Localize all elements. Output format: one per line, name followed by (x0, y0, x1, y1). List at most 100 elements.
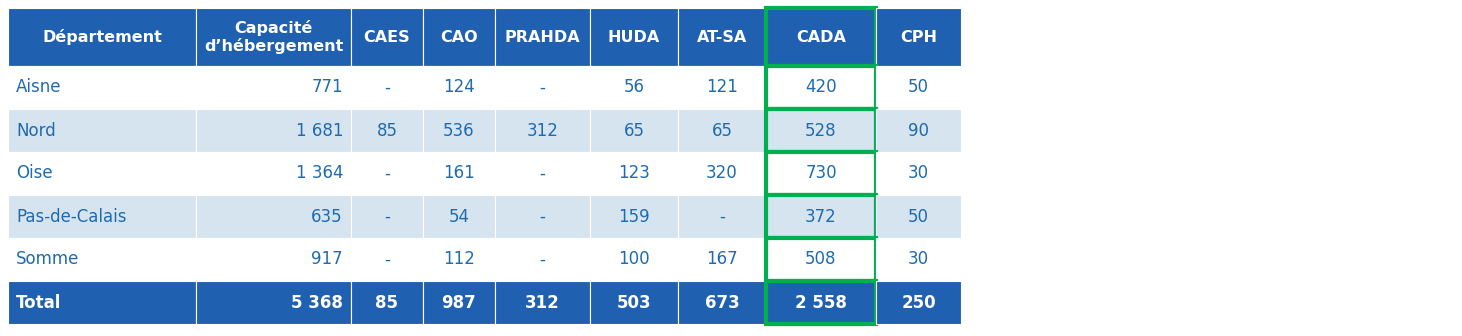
Bar (196, 238, 351, 281)
Text: 2 558: 2 558 (795, 294, 846, 311)
Text: Capacité
d’hébergement: Capacité d’hébergement (203, 20, 344, 54)
Text: 50: 50 (908, 79, 928, 96)
Bar (678, 8, 766, 66)
Bar (766, 152, 876, 195)
Bar (351, 152, 423, 195)
Text: 123: 123 (618, 165, 651, 182)
Text: 56: 56 (623, 79, 645, 96)
Bar (496, 109, 591, 152)
Text: Oise: Oise (16, 165, 53, 182)
Text: 528: 528 (806, 122, 836, 139)
Text: 161: 161 (443, 165, 475, 182)
Text: 503: 503 (617, 294, 651, 311)
Bar (423, 152, 496, 195)
Text: 730: 730 (806, 165, 836, 182)
Bar (678, 238, 766, 281)
Bar (7, 109, 196, 152)
Bar (7, 152, 196, 195)
Bar (766, 8, 876, 66)
Bar (591, 66, 678, 109)
Text: 121: 121 (706, 79, 738, 96)
Bar (766, 109, 876, 152)
Bar (766, 195, 876, 238)
Bar (766, 66, 876, 109)
Text: -: - (539, 251, 545, 268)
Text: Nord: Nord (16, 122, 56, 139)
Bar (678, 281, 766, 324)
Bar (678, 109, 766, 152)
Bar (876, 152, 961, 195)
Bar (196, 195, 351, 238)
Bar (196, 152, 351, 195)
Bar (423, 8, 496, 66)
Text: 100: 100 (618, 251, 649, 268)
Bar (351, 281, 423, 324)
Bar (196, 66, 351, 109)
Bar (678, 152, 766, 195)
Bar (196, 109, 351, 152)
Text: 250: 250 (901, 294, 936, 311)
Bar (766, 281, 876, 324)
Bar (591, 281, 678, 324)
Text: CAES: CAES (364, 30, 411, 44)
Text: 536: 536 (443, 122, 475, 139)
Text: 159: 159 (618, 208, 649, 225)
Text: 1 364: 1 364 (295, 165, 344, 182)
Bar (351, 66, 423, 109)
Text: -: - (539, 165, 545, 182)
Text: Aisne: Aisne (16, 79, 61, 96)
Bar (7, 281, 196, 324)
Bar (423, 195, 496, 238)
Bar (351, 109, 423, 152)
Bar (496, 66, 591, 109)
Bar (7, 8, 196, 66)
Bar (7, 195, 196, 238)
Bar (876, 8, 961, 66)
Text: -: - (385, 165, 390, 182)
Text: 30: 30 (908, 251, 928, 268)
Text: 65: 65 (712, 122, 732, 139)
Bar (423, 238, 496, 281)
Bar (766, 109, 876, 152)
Text: 320: 320 (706, 165, 738, 182)
Text: 987: 987 (442, 294, 477, 311)
Bar (876, 238, 961, 281)
Bar (351, 238, 423, 281)
Bar (196, 8, 351, 66)
Text: -: - (385, 208, 390, 225)
Bar (591, 238, 678, 281)
Text: 85: 85 (376, 294, 399, 311)
Bar (766, 66, 876, 109)
Bar (678, 66, 766, 109)
Text: 124: 124 (443, 79, 475, 96)
Bar (496, 281, 591, 324)
Text: 112: 112 (443, 251, 475, 268)
Text: 50: 50 (908, 208, 928, 225)
Bar (876, 281, 961, 324)
Text: 54: 54 (449, 208, 469, 225)
Text: AT-SA: AT-SA (697, 30, 747, 44)
Text: CAO: CAO (440, 30, 478, 44)
Text: 312: 312 (526, 122, 558, 139)
Text: 65: 65 (623, 122, 645, 139)
Text: 673: 673 (705, 294, 740, 311)
Bar (678, 195, 766, 238)
Text: 771: 771 (311, 79, 344, 96)
Text: 508: 508 (806, 251, 836, 268)
Bar (7, 238, 196, 281)
Text: Total: Total (16, 294, 61, 311)
Bar (591, 152, 678, 195)
Bar (496, 238, 591, 281)
Bar (876, 109, 961, 152)
Text: 635: 635 (311, 208, 344, 225)
Bar (766, 8, 876, 66)
Bar (423, 66, 496, 109)
Bar (7, 66, 196, 109)
Text: 5 368: 5 368 (291, 294, 344, 311)
Text: HUDA: HUDA (608, 30, 661, 44)
Text: -: - (719, 208, 725, 225)
Text: CADA: CADA (797, 30, 846, 44)
Bar (876, 66, 961, 109)
Bar (496, 8, 591, 66)
Bar (196, 281, 351, 324)
